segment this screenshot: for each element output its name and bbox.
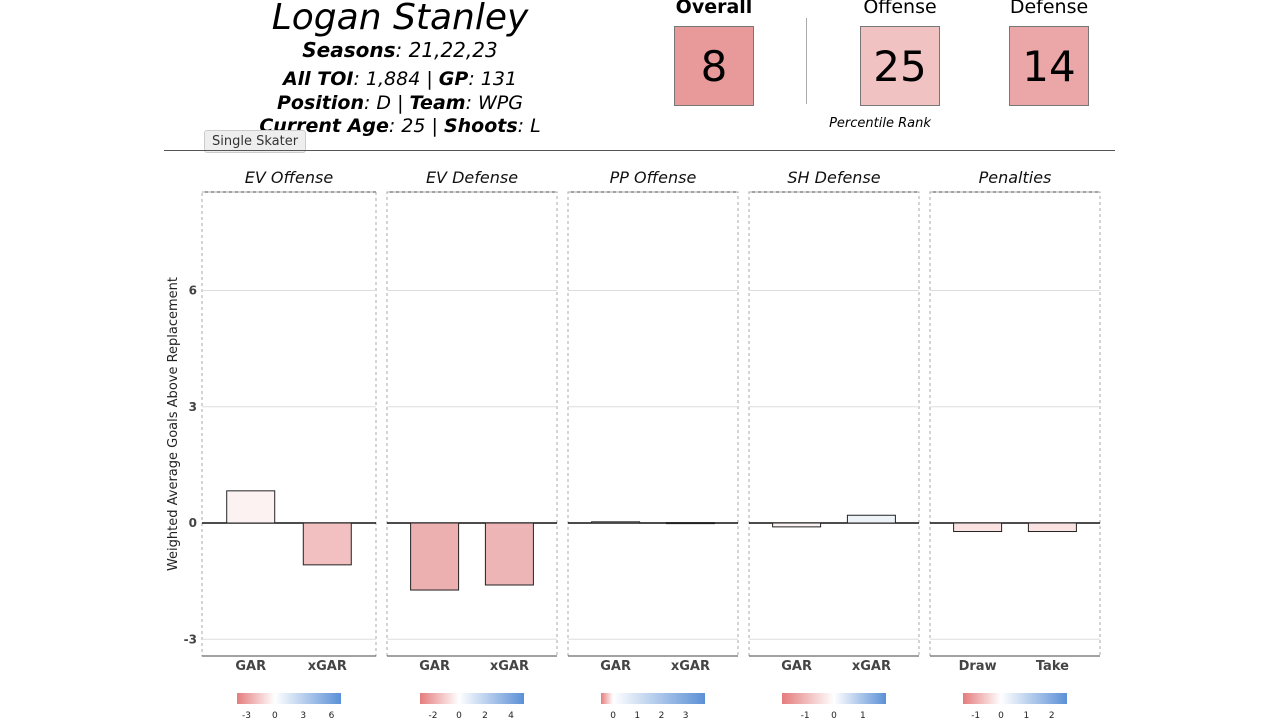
offense-score: 25 (860, 26, 940, 106)
legend-tick-label: -1 (971, 711, 980, 720)
panel-title: Penalties (979, 168, 1052, 187)
panel-border (748, 191, 920, 657)
defense-score: 14 (1009, 26, 1089, 106)
legend-colorbar (601, 693, 705, 704)
legend-colorbar (782, 693, 886, 704)
legend-tick-label: 1 (1024, 711, 1030, 720)
legend-tick-label: 1 (634, 711, 640, 720)
offense-label: Offense (863, 0, 937, 18)
bar-take (1027, 522, 1077, 533)
x-tick-label: Draw (959, 659, 997, 674)
gp-value: : 131 (468, 68, 518, 90)
x-tick-label: GAR (419, 659, 450, 674)
toi-value: : 1,884 | (353, 68, 439, 90)
position-value: : D | (363, 92, 410, 114)
panel-title: SH Defense (787, 168, 880, 187)
gp-label: GP (438, 68, 469, 90)
legend-tick-label: -2 (429, 711, 438, 720)
y-tick-label: 3 (189, 400, 197, 414)
toi-label: All TOI (282, 68, 354, 90)
position-label: Position (277, 92, 364, 114)
legend-tick-label: 2 (482, 711, 488, 720)
y-tick-label: -3 (184, 632, 197, 646)
legend-tick-label: 0 (831, 711, 837, 720)
x-tick-label: Take (1036, 659, 1069, 674)
legend-tick-label: 1 (860, 711, 866, 720)
legend-tick-label: 3 (300, 711, 306, 720)
panel-border (929, 191, 1101, 657)
panel-border (567, 191, 739, 657)
x-tick-label: xGAR (671, 659, 710, 674)
shoots-value: : L (517, 115, 541, 137)
tooltip: Single Skater (204, 130, 307, 153)
x-tick-label: GAR (781, 659, 812, 674)
legend-tick-label: 6 (329, 711, 335, 720)
y-tick-label: 0 (189, 516, 197, 530)
overall-score: 8 (674, 26, 754, 106)
bar-gar (591, 521, 641, 524)
legend-tick-label: 2 (659, 711, 665, 720)
seasons-label: Seasons (302, 38, 396, 62)
bar-xgar (846, 514, 896, 524)
age-value: : 25 | (388, 115, 444, 137)
legend-tick-label: 0 (456, 711, 462, 720)
bar-xgar (484, 522, 534, 586)
y-tick-label: 6 (189, 284, 197, 298)
panel-title: PP Offense (610, 168, 697, 187)
bar-gar (772, 522, 822, 528)
position-line: Position: D | Team: WPG (200, 92, 600, 114)
seasons-line: Seasons: 21,22,23 (200, 38, 600, 62)
bar-gar (410, 522, 460, 591)
overall-label: Overall (675, 0, 753, 18)
panel-border (386, 191, 558, 657)
legend-tick-label: 0 (998, 711, 1004, 720)
shoots-label: Shoots (443, 115, 518, 137)
divider (806, 18, 807, 104)
bar-xgar (302, 522, 352, 566)
legend-tick-label: -3 (242, 711, 251, 720)
legend-tick-label: 0 (610, 711, 616, 720)
bar-draw (953, 522, 1003, 533)
y-axis-label: Weighted Average Goals Above Replacement (166, 277, 181, 571)
x-tick-label: xGAR (490, 659, 529, 674)
bar-xgar (665, 522, 715, 525)
seasons-value: : 21,22,23 (395, 38, 498, 62)
legend-colorbar (237, 693, 341, 704)
toi-line: All TOI: 1,884 | GP: 131 (200, 68, 600, 90)
legend-tick-label: 0 (272, 711, 278, 720)
team-value: : WPG (465, 92, 523, 114)
team-label: Team (409, 92, 466, 114)
x-tick-label: xGAR (308, 659, 347, 674)
panel-title: EV Defense (426, 168, 518, 187)
bar-gar (226, 490, 276, 524)
x-tick-label: GAR (600, 659, 631, 674)
header-rule (164, 150, 1115, 151)
percentile-caption: Percentile Rank (829, 116, 931, 131)
defense-label: Defense (1009, 0, 1089, 18)
panel-border (201, 191, 377, 657)
legend-tick-label: 4 (508, 711, 514, 720)
legend-tick-label: 3 (683, 711, 689, 720)
legend-colorbar (963, 693, 1067, 704)
legend-tick-label: -1 (801, 711, 810, 720)
legend-colorbar (420, 693, 524, 704)
legend-tick-label: 2 (1049, 711, 1055, 720)
x-tick-label: GAR (235, 659, 266, 674)
player-name: Logan Stanley (271, 0, 529, 38)
x-tick-label: xGAR (852, 659, 891, 674)
panel-title: EV Offense (245, 168, 334, 187)
